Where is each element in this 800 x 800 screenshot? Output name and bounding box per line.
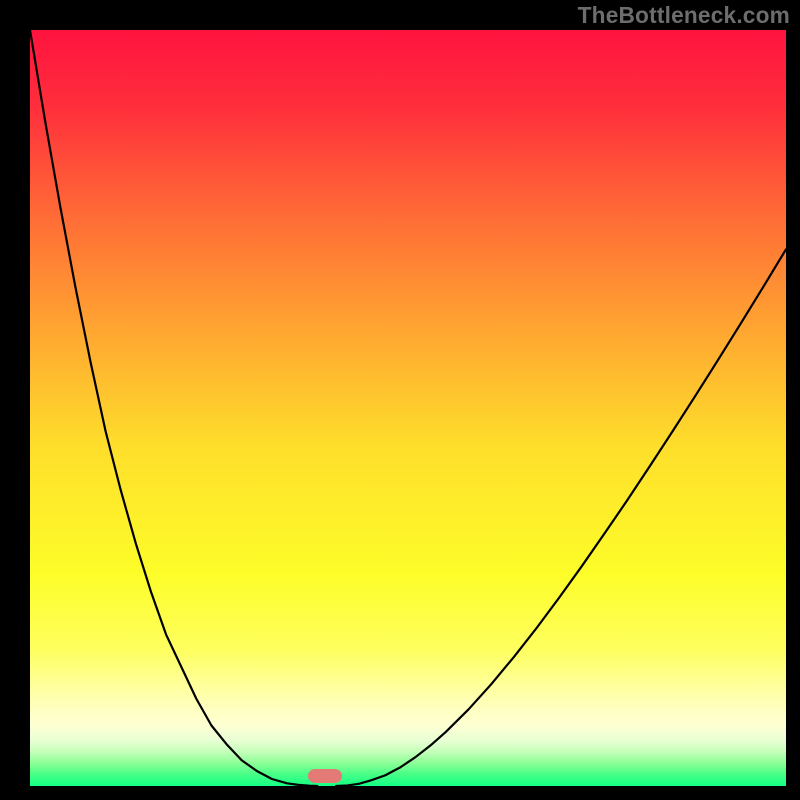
watermark-text: TheBottleneck.com: [578, 2, 790, 29]
optimum-marker: [308, 769, 342, 783]
bottleneck-curves: [30, 30, 786, 786]
plot-area: [30, 30, 786, 786]
outer-frame: TheBottleneck.com: [0, 0, 800, 800]
